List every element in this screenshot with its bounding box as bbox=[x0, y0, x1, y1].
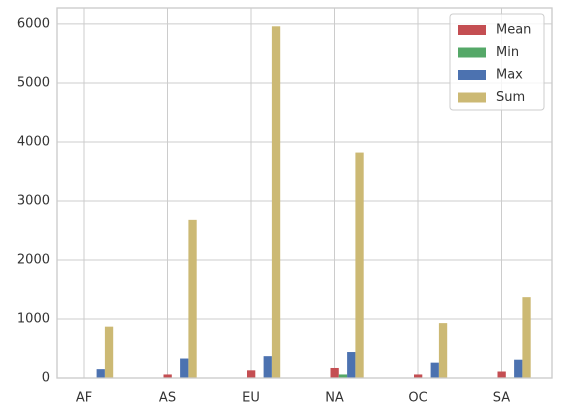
x-tick-label: EU bbox=[242, 391, 260, 406]
x-tick-label: AS bbox=[159, 391, 176, 406]
legend-label: Sum bbox=[496, 90, 525, 105]
bar bbox=[188, 220, 196, 378]
y-tick-label: 4000 bbox=[17, 134, 50, 149]
y-tick-label: 2000 bbox=[17, 252, 50, 267]
legend-swatch bbox=[458, 93, 486, 103]
x-tick-label: OC bbox=[408, 391, 427, 406]
bar bbox=[439, 323, 447, 378]
bar bbox=[272, 26, 280, 378]
bar bbox=[355, 153, 363, 378]
y-tick-label: 6000 bbox=[17, 16, 50, 31]
y-tick-label: 1000 bbox=[17, 311, 50, 326]
bar bbox=[331, 368, 339, 378]
y-tick-label: 0 bbox=[42, 371, 50, 386]
y-tick-label: 5000 bbox=[17, 75, 50, 90]
y-tick-label: 3000 bbox=[17, 193, 50, 208]
bar bbox=[247, 370, 255, 378]
bar bbox=[105, 327, 113, 378]
legend-label: Min bbox=[496, 45, 519, 60]
bar bbox=[514, 360, 522, 378]
legend-label: Mean bbox=[496, 23, 531, 38]
legend-swatch bbox=[458, 25, 486, 35]
x-tick-label: SA bbox=[493, 391, 510, 406]
legend-swatch bbox=[458, 48, 486, 58]
x-tick-label: NA bbox=[325, 391, 344, 406]
x-tick-label: AF bbox=[76, 391, 92, 406]
bar bbox=[498, 372, 506, 378]
bar bbox=[264, 356, 272, 378]
bar bbox=[522, 297, 530, 378]
legend-label: Max bbox=[496, 68, 523, 83]
bar bbox=[180, 359, 188, 378]
bar bbox=[347, 352, 355, 378]
bar bbox=[431, 363, 439, 378]
bar bbox=[97, 369, 105, 378]
legend-swatch bbox=[458, 70, 486, 80]
